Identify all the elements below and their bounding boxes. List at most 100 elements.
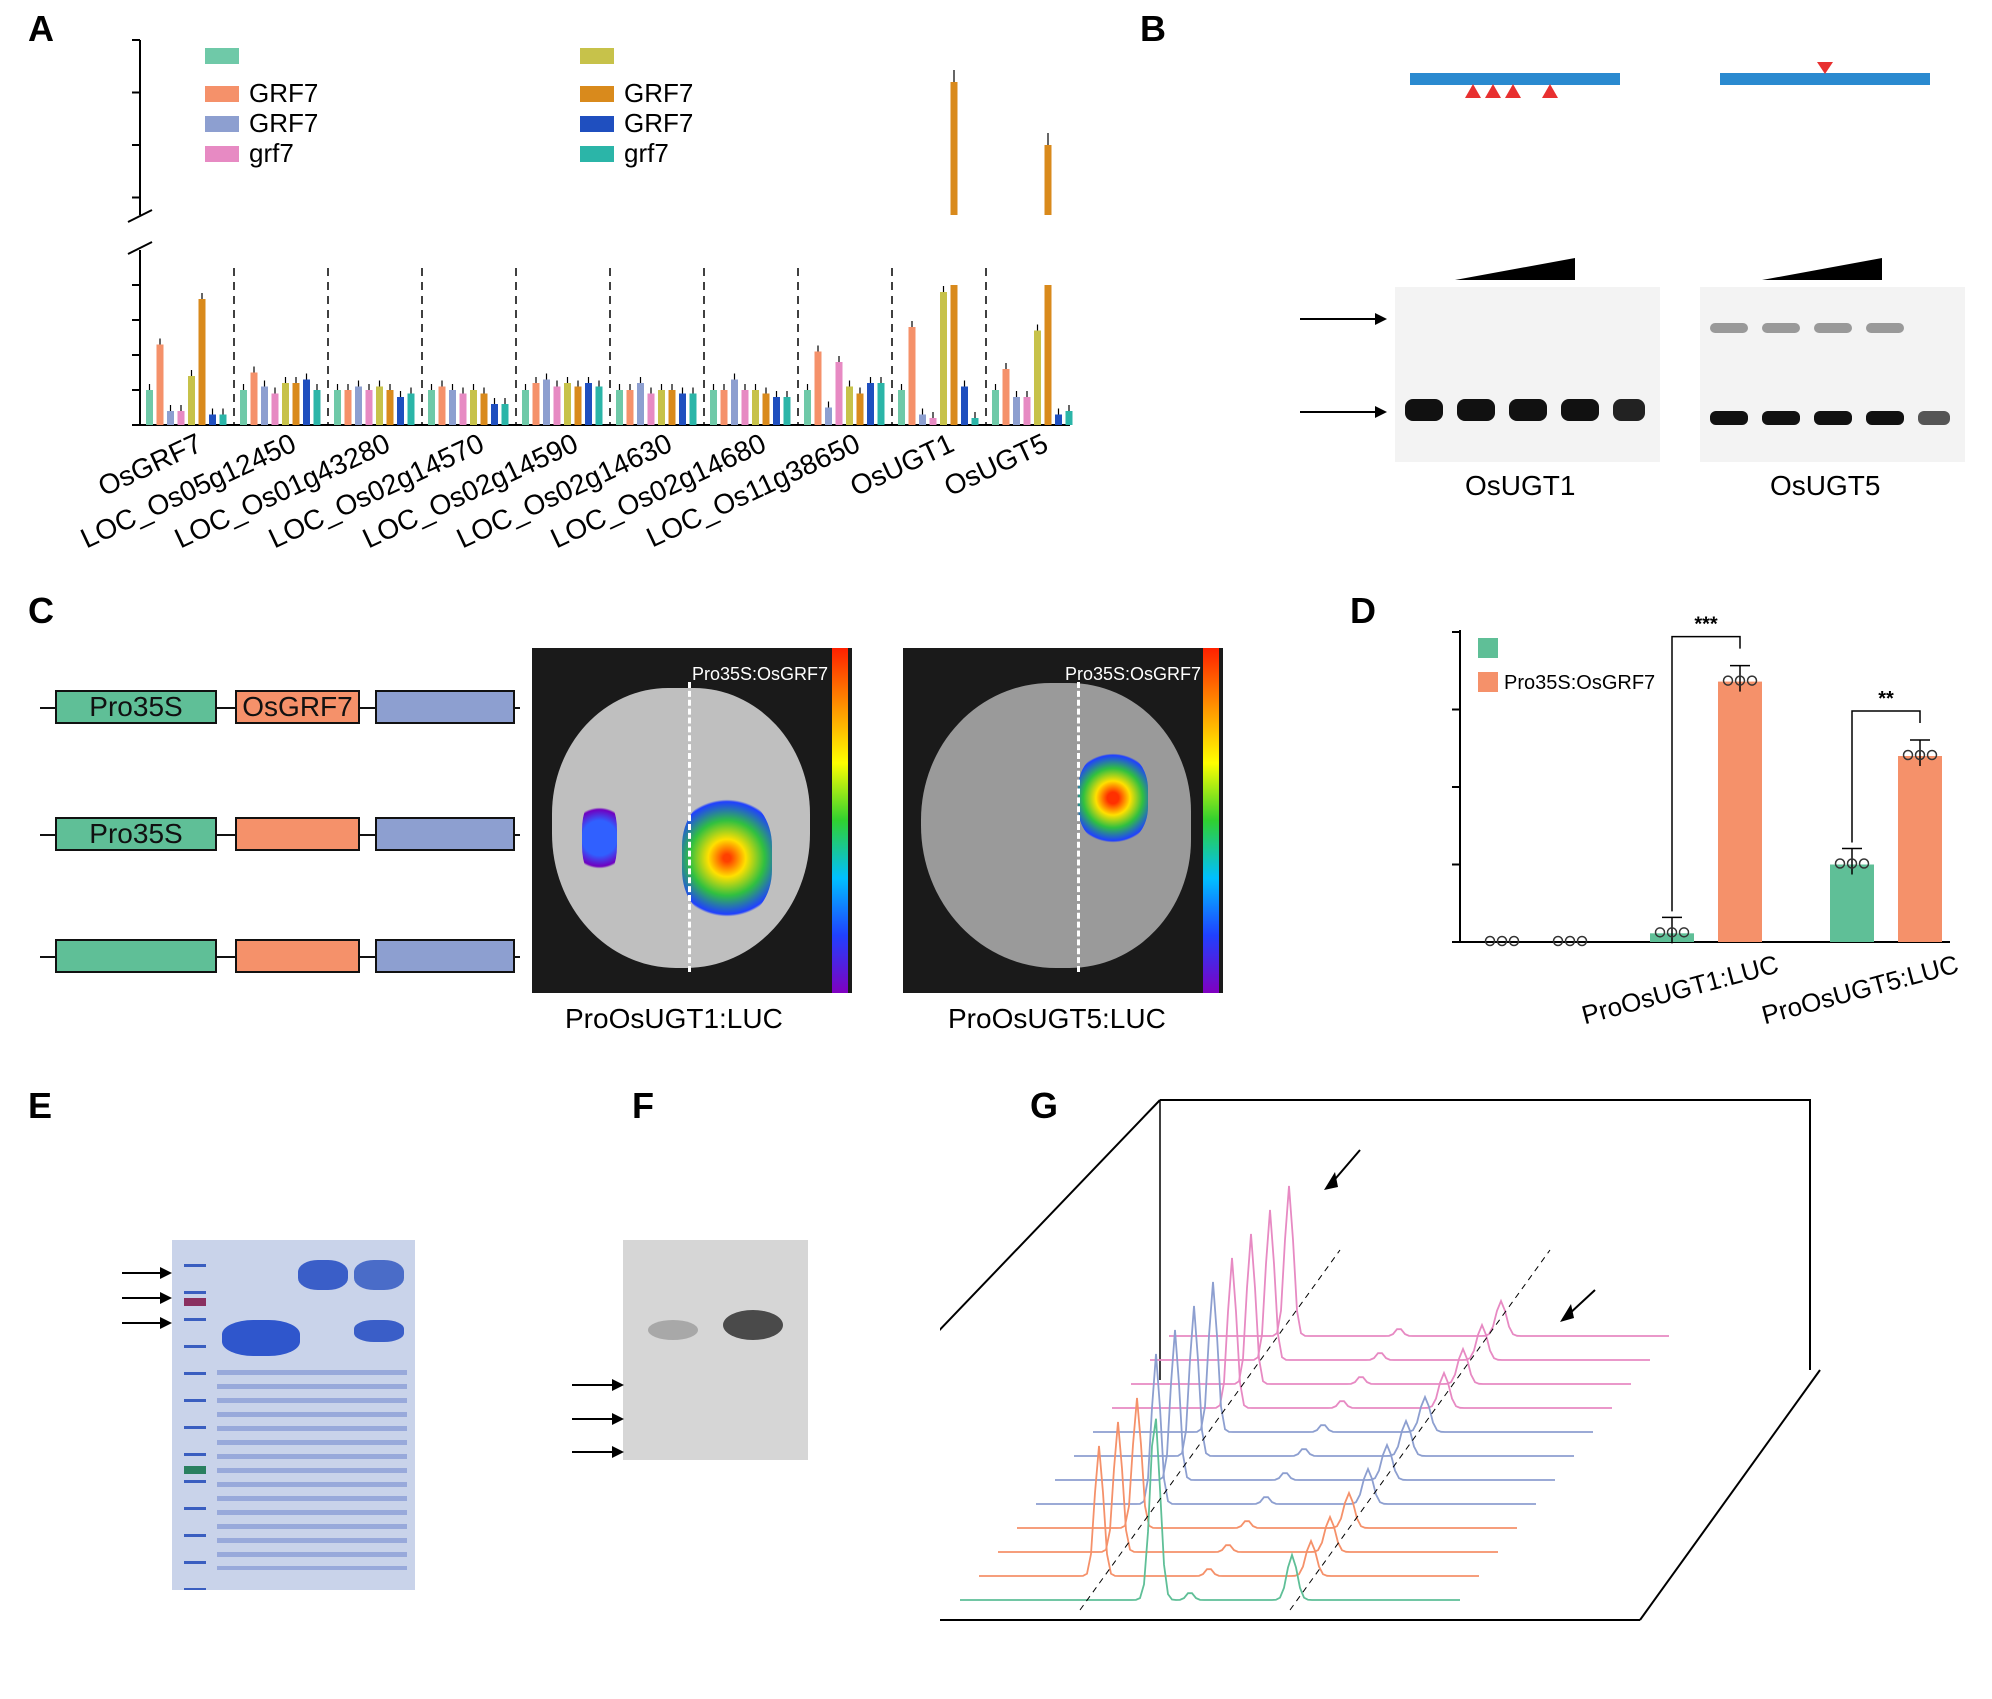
legend-label: grf7 xyxy=(624,138,669,168)
construct-box-promoter: Pro35S xyxy=(55,690,217,724)
peak-guide-line xyxy=(1289,1249,1551,1611)
panel-label-e: E xyxy=(28,1085,53,1126)
legend-swatch xyxy=(205,145,239,162)
bar xyxy=(198,299,206,425)
bar xyxy=(616,390,623,425)
bar xyxy=(1065,411,1073,425)
emsa-gel-ugt1 xyxy=(1395,287,1660,462)
peak-guide-line xyxy=(1079,1249,1341,1611)
panel-label-g: G xyxy=(1030,1085,1059,1126)
bar xyxy=(146,390,153,425)
motif-marker xyxy=(1542,84,1558,98)
promoter-bar-ugt5 xyxy=(1720,73,1930,85)
panel-c-constructs: Pro35S OsGRF7 Pro35S xyxy=(40,690,520,990)
construct-box-gene xyxy=(235,817,360,851)
bar xyxy=(386,390,394,425)
data-point xyxy=(1734,675,1746,686)
competitor-gradient xyxy=(1455,258,1575,280)
data-point xyxy=(1654,927,1666,938)
data-point xyxy=(1902,749,1914,761)
bar xyxy=(313,390,321,425)
chromatogram-trace xyxy=(998,1421,1498,1553)
chromatogram-trace xyxy=(1036,1353,1536,1505)
bar xyxy=(438,386,446,425)
emsa-gel-ugt5 xyxy=(1700,287,1965,462)
panel-label-b: B xyxy=(1140,8,1166,49)
bar xyxy=(814,351,822,425)
bar xyxy=(282,383,289,425)
bar xyxy=(449,390,456,425)
bar xyxy=(156,344,164,425)
motif-marker xyxy=(1465,84,1481,98)
legend-swatch-control xyxy=(1478,638,1498,658)
data-point xyxy=(1746,675,1758,686)
panel-a-chart: OsGRF7LOC_Os05g12450LOC_Os01g43280LOC_Os… xyxy=(76,39,1073,554)
bar xyxy=(1023,397,1031,425)
legend-swatch xyxy=(580,115,614,132)
panel-label-d: D xyxy=(1350,590,1376,631)
legend-label: GRF7 xyxy=(249,108,319,138)
leaf-image-ugt1: Pro35S:OsGRF7 xyxy=(532,648,852,993)
chromatogram-trace xyxy=(1150,1209,1650,1361)
legend-swatch xyxy=(580,145,614,162)
emsa-caption-ugt1: OsUGT1 xyxy=(1465,470,1576,501)
bar xyxy=(950,82,958,215)
data-point xyxy=(1666,927,1678,938)
bar xyxy=(355,386,362,425)
bar xyxy=(553,386,561,425)
panel-label-c: C xyxy=(28,590,54,631)
promoter-bar-ugt1 xyxy=(1410,73,1620,85)
bar xyxy=(950,285,958,425)
data-point xyxy=(1834,858,1846,869)
data-point xyxy=(1484,935,1496,947)
bar xyxy=(741,390,749,425)
bar xyxy=(480,393,488,425)
bar xyxy=(1044,285,1052,425)
data-point xyxy=(1926,749,1938,761)
legend-swatch xyxy=(580,48,614,64)
bar xyxy=(689,393,697,425)
bar xyxy=(898,390,905,425)
data-point xyxy=(1722,675,1734,686)
bar xyxy=(428,390,435,425)
construct-box-tag xyxy=(375,690,515,724)
motif-marker xyxy=(1817,62,1833,74)
legend-swatch xyxy=(205,115,239,132)
bar xyxy=(940,292,947,425)
chromatogram-trace xyxy=(1074,1305,1574,1457)
chromatogram-trace xyxy=(960,1418,1460,1601)
legend-label-oe: Pro35S:OsGRF7 xyxy=(1504,672,1655,694)
category-label: ProOsUGT1:LUC xyxy=(1578,949,1781,1030)
data-point xyxy=(1678,927,1690,938)
bar xyxy=(250,372,258,425)
legend-swatch-oe xyxy=(1478,672,1498,692)
bar xyxy=(658,390,665,425)
bar xyxy=(720,390,728,425)
bar xyxy=(919,414,926,425)
bar xyxy=(835,362,843,425)
bar xyxy=(470,390,477,425)
data-point xyxy=(1576,935,1588,947)
bar xyxy=(710,390,717,425)
bar xyxy=(773,397,780,425)
axis-break-mark xyxy=(127,241,153,255)
bar xyxy=(1718,681,1762,942)
bar xyxy=(825,407,832,425)
bar xyxy=(522,390,529,425)
bar xyxy=(574,386,582,425)
data-point xyxy=(1552,935,1564,947)
bar xyxy=(344,390,352,425)
legend-swatch xyxy=(580,85,614,102)
bar xyxy=(856,393,864,425)
leaf-image-ugt5: Pro35S:OsGRF7 xyxy=(903,648,1223,993)
bar xyxy=(271,393,279,425)
bar xyxy=(365,390,373,425)
color-scale-bar xyxy=(832,648,848,993)
bar xyxy=(877,383,885,425)
panel-e-arrows xyxy=(122,1267,172,1329)
bar xyxy=(961,386,968,425)
leaf-overlay-label: Pro35S:OsGRF7 xyxy=(692,664,829,684)
bar xyxy=(261,386,268,425)
legend-swatch xyxy=(205,48,239,64)
